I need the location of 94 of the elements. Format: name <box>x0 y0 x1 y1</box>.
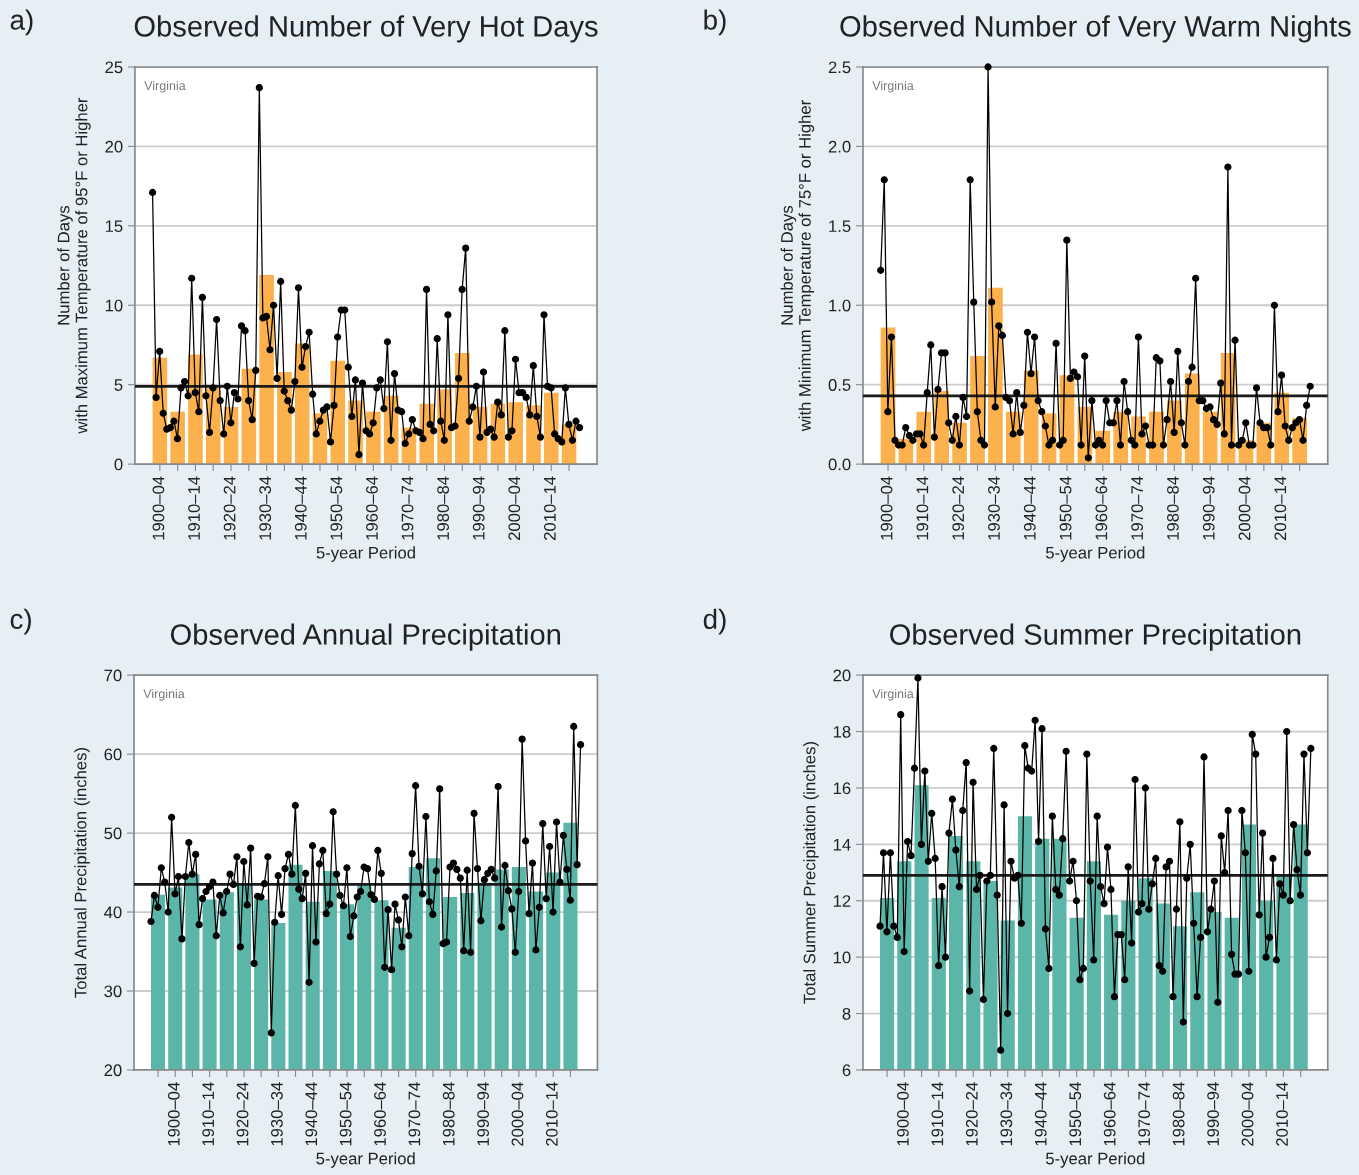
y-tick-label: 2.0 <box>828 140 851 153</box>
y-axis-title: Number of Days with Maximum Temperature of 95°F or Higher <box>57 97 91 434</box>
text: c) <box>10 608 31 635</box>
y-axis-title: Number of Days with Minimum Temperature of 75°F or Higher <box>780 100 815 432</box>
text: d) <box>703 608 726 635</box>
y-tick-label: 6 <box>842 1064 851 1077</box>
x-tick-label: 1970–74 <box>401 476 414 540</box>
y-tick-label: 0 <box>114 458 123 471</box>
x-tick-label: 1950–54 <box>1059 476 1072 540</box>
x-tick-label: 1940–44 <box>1034 1082 1047 1146</box>
y-tick-label: 30 <box>104 985 122 998</box>
y-tick-label: 20 <box>105 140 123 153</box>
y-tick-label: 2.5 <box>828 61 851 74</box>
x-axis-title: 5-year Period <box>1046 1152 1145 1168</box>
text: a) <box>10 9 33 36</box>
y-tick-label: 0.0 <box>828 458 851 471</box>
y-tick-label: 16 <box>833 782 851 795</box>
y-tick-label: 70 <box>104 669 122 682</box>
x-tick-label: 2000–04 <box>1238 476 1251 540</box>
x-tick-label: 1940–44 <box>305 1082 318 1146</box>
y-tick-label: 1.5 <box>829 220 851 233</box>
x-tick-label: 1900–04 <box>152 476 165 540</box>
x-tick-label: 1990–94 <box>472 476 485 540</box>
x-tick-label: 1910–14 <box>188 476 200 540</box>
y-axis-title: Total Annual Precipitation (inches) <box>74 748 90 998</box>
x-tick-label: 1900–04 <box>897 1082 909 1146</box>
x-tick-label: 2000–04 <box>508 476 521 540</box>
x-tick-label: 1950–54 <box>1069 1082 1082 1146</box>
y-tick-label: 0.5 <box>828 379 851 391</box>
y-tick-label: 5 <box>114 379 123 391</box>
x-tick-label: 2010–14 <box>1276 1082 1288 1146</box>
annotation: Virginia <box>143 688 185 701</box>
y-tick-label: 20 <box>833 669 851 682</box>
x-axis-title: 5-year Period <box>316 546 415 562</box>
chart-title: Observed Number of Very Hot Days <box>134 15 598 43</box>
x-tick-label: 1930–34 <box>259 476 272 540</box>
y-tick-label: 60 <box>104 748 122 761</box>
x-tick-label: 1980–84 <box>1167 476 1179 540</box>
x-tick-label: 1950–54 <box>339 1082 352 1146</box>
x-tick-label: 1930–34 <box>1000 1082 1013 1146</box>
x-tick-label: 1990–94 <box>477 1082 489 1146</box>
x-tick-label: 1910–14 <box>916 476 929 540</box>
x-tick-label: 1960–64 <box>1095 476 1108 540</box>
y-tick-label: 12 <box>833 895 851 907</box>
x-axis-title: 5-year Period <box>1046 546 1145 562</box>
x-tick-label: 2010–14 <box>1274 476 1287 540</box>
x-tick-label: 1990–94 <box>1202 476 1215 540</box>
y-tick-label: 8 <box>842 1007 851 1020</box>
x-tick-label: 1920–24 <box>965 1082 978 1146</box>
x-tick-label: 2010–14 <box>543 476 556 540</box>
x-tick-label: 1980–84 <box>442 1082 455 1146</box>
x-tick-label: 1980–84 <box>437 476 449 540</box>
x-tick-label: 1950–54 <box>330 476 343 540</box>
annotation: Virginia <box>144 80 186 93</box>
x-tick-label: 1940–44 <box>294 476 307 540</box>
y-tick-label: 50 <box>104 827 122 840</box>
x-tick-label: 1970–74 <box>1138 1082 1151 1146</box>
x-tick-label: 1910–14 <box>202 1082 215 1146</box>
y-tick-label: 10 <box>833 951 851 964</box>
y-tick-label: 15 <box>105 220 123 233</box>
y-tick-label: 18 <box>833 725 851 738</box>
x-tick-label: 1920–24 <box>952 476 965 540</box>
x-tick-label: 1970–74 <box>408 1082 421 1146</box>
x-tick-label: 2000–04 <box>1241 1082 1254 1146</box>
y-tick-label: 40 <box>104 906 122 919</box>
chart-title: Observed Annual Precipitation <box>170 623 561 651</box>
x-tick-label: 1930–34 <box>271 1082 283 1146</box>
y-axis-title: Total Summer Precipitation (inches) <box>803 742 819 1004</box>
x-tick-label: 1930–34 <box>988 476 1000 540</box>
x-tick-label: 1940–44 <box>1023 476 1036 540</box>
x-tick-label: 1900–04 <box>167 1082 180 1146</box>
x-tick-label: 1900–04 <box>880 476 893 540</box>
y-tick-label: 1.0 <box>829 299 851 312</box>
x-tick-label: 1920–24 <box>223 476 236 540</box>
x-tick-label: 2010–14 <box>545 1082 558 1146</box>
y-tick-label: 14 <box>833 838 851 851</box>
chart-title: Observed Summer Precipitation <box>890 623 1301 651</box>
x-tick-label: 1970–74 <box>1131 476 1144 540</box>
x-tick-label: 1960–64 <box>366 476 378 540</box>
annotation: Virginia <box>872 688 914 701</box>
x-tick-label: 1960–64 <box>374 1082 386 1146</box>
x-tick-label: 1960–64 <box>1103 1082 1116 1146</box>
chart-title: Observed Number of Very Warm Nights <box>840 15 1351 43</box>
x-tick-label: 1990–94 <box>1207 1082 1219 1146</box>
annotation: Virginia <box>872 80 914 93</box>
y-tick-label: 20 <box>104 1064 122 1077</box>
x-tick-label: 1910–14 <box>931 1082 944 1146</box>
y-tick-label: 10 <box>105 299 123 312</box>
text: b) <box>704 9 726 36</box>
x-tick-label: 1980–84 <box>1172 1082 1185 1146</box>
x-tick-label: 1920–24 <box>236 1082 249 1146</box>
x-tick-label: 2000–04 <box>511 1082 524 1146</box>
x-axis-title: 5-year Period <box>316 1152 415 1168</box>
y-tick-label: 25 <box>105 61 123 74</box>
